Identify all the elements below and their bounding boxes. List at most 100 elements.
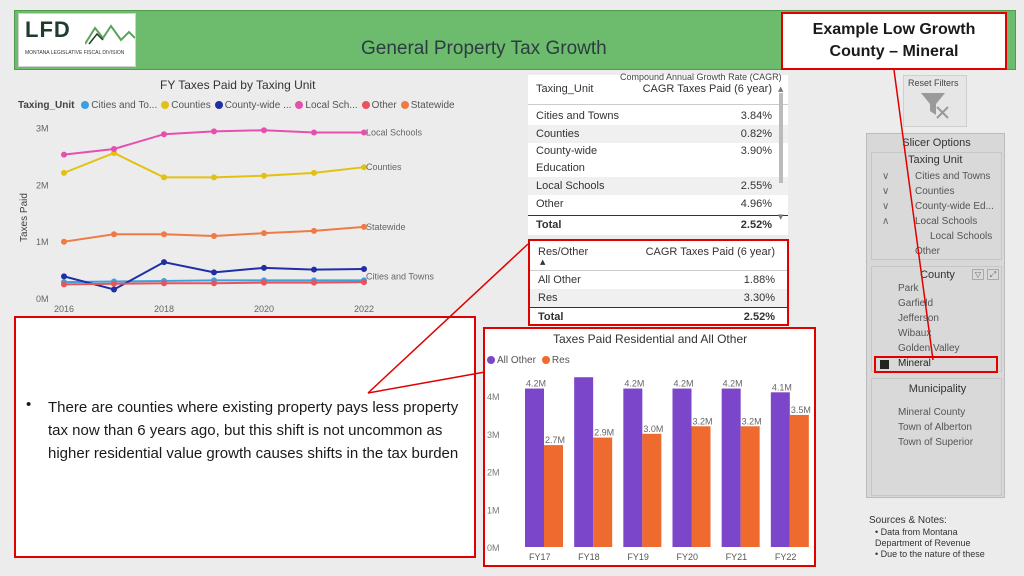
sort-asc-icon[interactable]: ▲	[540, 258, 546, 266]
commentary-textbox: • There are counties where existing prop…	[14, 316, 476, 558]
county-option[interactable]: Park	[898, 283, 919, 294]
municipality-slicer[interactable]: Municipality Mineral County Town of Alber…	[871, 378, 1002, 496]
county-option-selected[interactable]: Mineral	[898, 358, 931, 369]
bar	[623, 388, 643, 547]
data-point	[61, 169, 67, 176]
legend-label: Counties	[171, 100, 211, 111]
line-chart-title: FY Taxes Paid by Taxing Unit	[160, 78, 316, 92]
taxing-unit-option[interactable]: Local Schools	[915, 216, 978, 227]
series-end-label: Local Schools	[366, 127, 423, 137]
county-slicer[interactable]: County ▽ ⤢ Park Garfield Jefferson Wibaux Go…	[871, 266, 1002, 373]
cagr-table-row[interactable]: Other 4.96%	[528, 195, 788, 213]
data-point	[261, 264, 267, 271]
taxing-unit-slicer[interactable]: Taxing Unit ∨ Cities and Towns ∨ Counties ∨ C…	[871, 152, 1002, 260]
bar-chart-res-vs-other[interactable]: Taxes Paid Residential and All Other All…	[483, 327, 816, 567]
scroll-thumb[interactable]	[779, 93, 783, 183]
cagr-table[interactable]: Compound Annual Growth Rate (CAGR) Taxin…	[528, 72, 788, 235]
legend-dot-icon	[361, 101, 370, 109]
res-col-value[interactable]: CAGR Taxes Paid (6 year)	[645, 246, 775, 258]
taxing-unit-option[interactable]: Other	[915, 246, 941, 257]
res-row-label: All Other	[538, 274, 581, 286]
cagr-table-row[interactable]: Counties 0.82%	[528, 125, 788, 143]
line-chart-taxes-by-unit[interactable]: FY Taxes Paid by Taxing Unit Taxing_Unit…	[14, 72, 476, 322]
data-point	[211, 174, 217, 181]
data-point	[361, 223, 367, 230]
res-other-table[interactable]: Res/Other ▲ CAGR Taxes Paid (6 year) All…	[528, 239, 789, 326]
bar	[789, 414, 809, 547]
legend-item[interactable]: Other	[361, 100, 397, 111]
bar	[544, 445, 563, 547]
bar	[721, 388, 741, 547]
legend-dot-icon	[214, 101, 223, 109]
bar-data-label: 3.2M	[693, 416, 713, 426]
bar-data-label: 4.2M	[526, 379, 546, 389]
bar-data-label: 2.9M	[594, 428, 614, 438]
selected-checkbox-icon[interactable]	[880, 360, 889, 369]
res-table-row[interactable]: All Other 1.88%	[530, 271, 787, 289]
legend-label: Local Sch...	[305, 100, 358, 111]
chevron-down-icon[interactable]: ∨	[882, 201, 890, 212]
y-tick-label: 0M	[36, 294, 49, 304]
county-option[interactable]: Wibaux	[898, 328, 932, 339]
data-point	[211, 269, 217, 276]
scroll-up-icon[interactable]: ▲	[778, 85, 784, 93]
res-table-row[interactable]: Res 3.30%	[530, 289, 787, 307]
legend-item[interactable]: Local Sch...	[295, 100, 358, 111]
cagr-table-row[interactable]: Local Schools 2.55%	[528, 177, 788, 195]
county-option[interactable]: Garfield	[898, 298, 934, 309]
chevron-down-icon[interactable]: ∨	[882, 186, 890, 197]
sources-notes: Sources & Notes: • Data from Montana Depa…	[869, 515, 1019, 560]
municipality-option[interactable]: Town of Superior	[898, 437, 974, 448]
data-point	[161, 131, 167, 138]
bar-y-tick-label: 3M	[487, 430, 500, 440]
expand-icon[interactable]: ⤢	[987, 269, 999, 280]
legend-item[interactable]: Cities and To...	[81, 100, 157, 111]
filter-icon[interactable]: ▽	[972, 269, 984, 280]
legend-item[interactable]: Counties	[161, 100, 211, 111]
example-callout: Example Low Growth County – Mineral	[781, 12, 1007, 70]
chevron-down-icon[interactable]: ∨	[882, 171, 890, 182]
legend-label: Other	[371, 100, 397, 111]
county-option[interactable]: Golden Valley	[898, 343, 960, 354]
scroll-down-icon[interactable]: ▼	[778, 213, 784, 221]
data-point	[211, 128, 217, 135]
bar-data-label: 4.1M	[772, 382, 792, 392]
municipality-option[interactable]: Town of Alberton	[898, 422, 972, 433]
reset-filters-button[interactable]: Reset Filters	[903, 75, 967, 127]
res-col-label[interactable]: Res/Other	[538, 246, 589, 258]
data-point	[311, 279, 317, 286]
legend-label: Cities and To...	[91, 100, 158, 111]
data-point	[361, 129, 367, 136]
logo-text: LFD	[25, 17, 71, 42]
bar-legend-item[interactable]: Res	[541, 355, 570, 366]
bar	[642, 433, 662, 547]
slicer-panel: Slicer Options Taxing Unit ∨ Cities and T…	[866, 133, 1005, 498]
cagr-col-value[interactable]: CAGR Taxes Paid (6 year)	[642, 83, 772, 95]
bar	[740, 426, 760, 547]
cagr-table-row[interactable]: Cities and Towns 3.84%	[528, 107, 788, 125]
cagr-total-label: Total	[536, 219, 562, 231]
county-option[interactable]: Jefferson	[898, 313, 939, 324]
cagr-scrollbar[interactable]: ▲ ▼	[778, 85, 784, 221]
sources-title: Sources & Notes:	[869, 515, 947, 526]
taxing-unit-option[interactable]: Cities and Towns	[915, 171, 991, 182]
callout-line-2: County – Mineral	[829, 43, 959, 60]
cagr-col-taxing-unit[interactable]: Taxing_Unit	[536, 83, 594, 95]
taxing-unit-option[interactable]: Local Schools	[930, 231, 993, 242]
legend-item[interactable]: Statewide	[400, 100, 455, 111]
chevron-up-icon[interactable]: ∧	[882, 216, 890, 227]
data-point	[111, 286, 117, 293]
cagr-row-value: 2.55%	[740, 180, 772, 192]
bar-x-tick-label: FY18	[578, 552, 600, 562]
legend-item[interactable]: County-wide ...	[214, 100, 291, 111]
municipality-option[interactable]: Mineral County	[898, 407, 966, 418]
res-row-value: 1.88%	[743, 274, 775, 286]
data-point	[261, 127, 267, 134]
taxing-unit-option[interactable]: County-wide Ed...	[915, 201, 994, 212]
taxing-unit-option[interactable]: Counties	[915, 186, 955, 197]
x-tick-label: 2016	[54, 304, 74, 314]
cagr-table-row[interactable]: County-wide Education 3.90%	[528, 143, 788, 177]
x-tick-label: 2018	[154, 304, 174, 314]
y-tick-label: 1M	[36, 237, 49, 247]
